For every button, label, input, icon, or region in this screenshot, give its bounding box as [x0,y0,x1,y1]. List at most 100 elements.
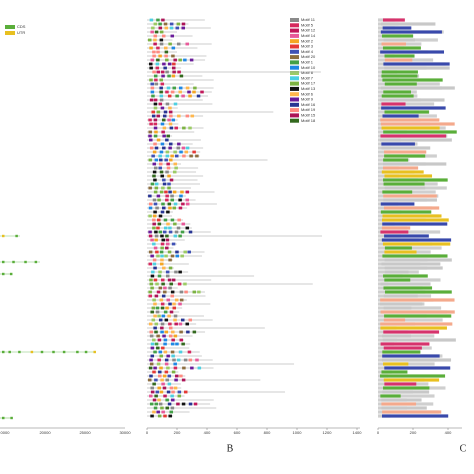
tick-label: 0 [377,430,380,435]
motif [179,298,184,302]
motif [188,126,192,130]
motif [167,202,172,206]
legend-swatch [290,44,299,49]
motif [148,130,152,134]
motif [193,86,197,90]
motif [190,114,195,118]
domain [380,22,436,26]
motif [169,142,173,146]
motif [176,402,180,406]
motif [171,54,175,58]
motif [192,290,197,294]
motif [148,250,153,254]
motif [158,26,163,30]
motif [160,122,165,126]
exon [8,350,11,354]
domain [382,166,419,170]
motif [159,30,164,34]
motif [164,358,169,362]
domain-bg [378,230,441,234]
motif [172,358,176,362]
motif [158,22,162,26]
motif [173,318,177,322]
motif [162,62,166,66]
motif [149,146,154,150]
motif [150,86,155,90]
domain [381,358,452,362]
motif [148,118,152,122]
motif [153,326,157,330]
motif [168,414,172,418]
motif [153,22,158,26]
motif [158,370,162,374]
exon [15,234,18,238]
motif [148,262,152,266]
motif [178,90,182,94]
domain [380,86,455,90]
motif [160,174,164,178]
domain [383,130,457,134]
motif [167,314,171,318]
exon [2,416,5,420]
domain [383,178,448,182]
motif [187,250,191,254]
domain [382,26,412,30]
motif [152,258,157,262]
motif [156,254,160,258]
domain [382,390,430,394]
motif [167,278,172,282]
motif [181,146,186,150]
motif [152,410,156,414]
motif [177,218,181,222]
domain [381,170,424,174]
domain [380,282,431,286]
motif [159,354,163,358]
domain [383,90,411,94]
motif [169,158,173,162]
motif [179,74,184,78]
motif [157,398,161,402]
motif [151,110,155,114]
motif [148,214,152,218]
motif [162,230,167,234]
motif [157,314,161,318]
motif [149,394,153,398]
motif [195,358,199,362]
motif [166,390,171,394]
motif [148,322,153,326]
legend-label: Motif 13 [301,86,316,91]
motif [152,242,156,246]
motif [160,258,164,262]
motif [150,274,155,278]
motif [169,410,174,414]
motif [166,222,170,226]
motif [173,234,178,238]
exon [84,350,88,354]
motif [152,226,156,230]
motif [167,182,171,186]
domain [383,306,412,310]
domain [383,330,440,334]
tick-label: 400 [204,430,211,435]
domain [384,290,452,294]
motif [165,194,169,198]
motif [161,118,166,122]
motif [148,202,153,206]
motif [171,390,175,394]
domain [383,386,430,390]
motif [152,70,156,74]
motif [172,206,177,210]
motif [154,78,158,82]
motif [156,226,160,230]
motif [148,186,152,190]
exon [18,350,21,354]
motif [178,198,182,202]
motif [148,230,152,234]
domain [381,70,418,74]
motif [153,246,158,250]
motif [152,198,157,202]
motif [158,374,162,378]
motif [156,194,161,198]
legend-label: Motif 8 [301,70,314,75]
